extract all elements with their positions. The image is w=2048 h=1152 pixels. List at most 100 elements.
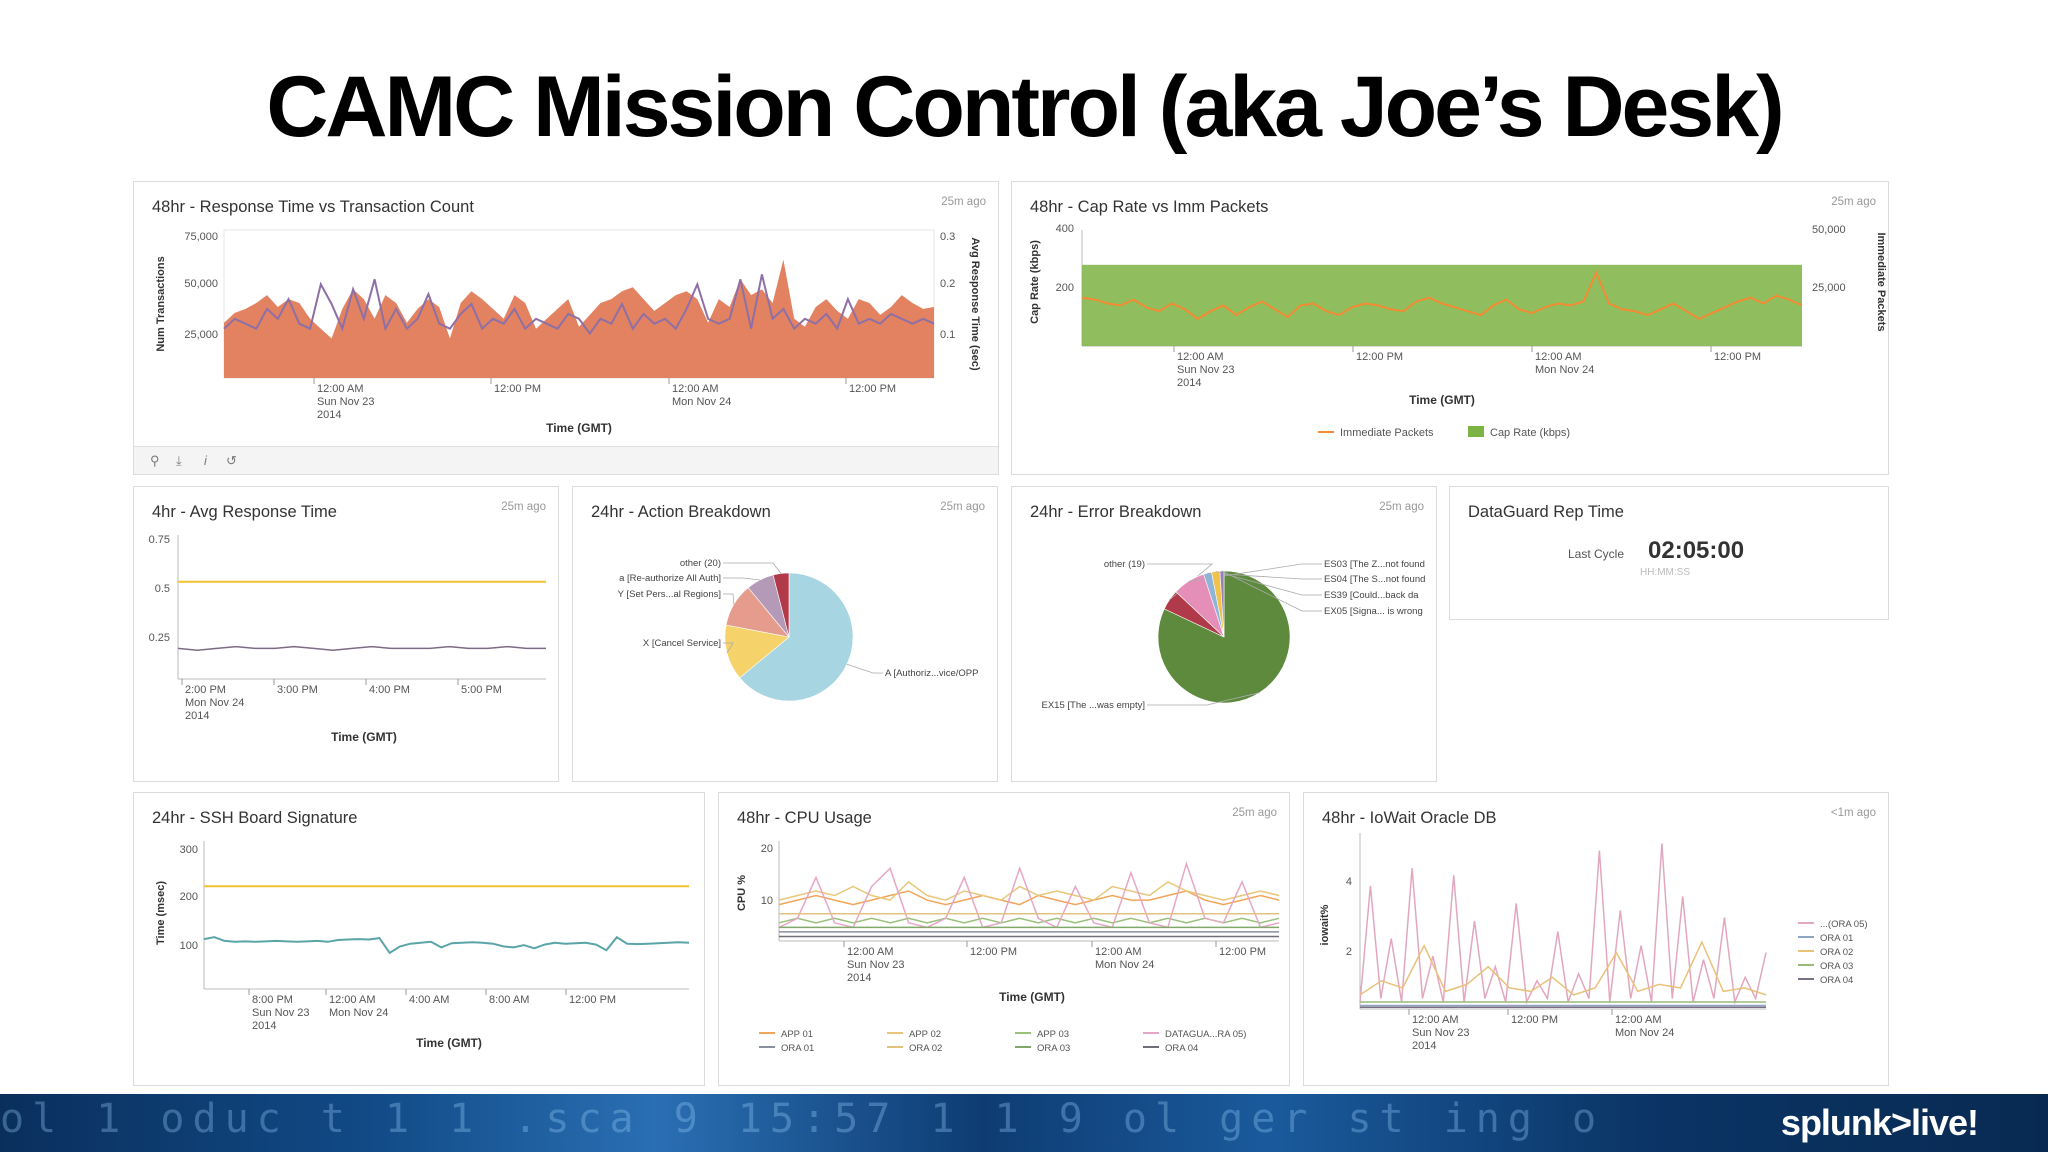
search-icon[interactable]: ⚲ [150, 453, 160, 468]
panel-error-breakdown: 24hr - Error Breakdown 25m ago EX15 [The… [1011, 486, 1437, 782]
x-tick-label: 12:00 AM [847, 946, 893, 958]
panel-title: 48hr - Response Time vs Transaction Coun… [152, 198, 474, 216]
panel-age: <1m ago [1830, 807, 1876, 819]
series-immediate-packets [1081, 269, 1803, 321]
series-cpu [778, 917, 1280, 924]
x-tick-label: Sun Nov 23 [317, 396, 374, 408]
panel-age: 25m ago [501, 501, 546, 513]
x-tick-label: 12:00 PM [1219, 946, 1266, 958]
panel-cap-rate: 48hr - Cap Rate vs Imm Packets 25m ago 4… [1011, 181, 1889, 475]
y-tick-label: 10 [761, 895, 773, 907]
legend-label: ORA 03 [1037, 1043, 1070, 1054]
y-tick-label: 0.25 [149, 632, 170, 644]
series-cpu [778, 880, 1280, 901]
y-tick-label: 0.5 [155, 583, 170, 595]
x-tick-label: 12:00 PM [849, 383, 896, 395]
legend-label: DATAGUA...RA 05) [1165, 1029, 1246, 1040]
x-tick-label: Mon Nov 24 [1535, 364, 1594, 376]
legend-label: APP 02 [909, 1029, 941, 1040]
y-axis-title: CPU % [736, 875, 748, 911]
y-tick-label: 300 [180, 844, 198, 856]
x-tick-label: 2014 [317, 409, 341, 421]
pie-label: a [Re-authorize All Auth] [619, 573, 721, 584]
y-axis-title: Time (msec) [155, 881, 167, 945]
legend-label: ORA 02 [1820, 947, 1853, 958]
pie-leader-line [1147, 692, 1260, 706]
pie-label: A [Authoriz...vice/OPP [885, 668, 978, 679]
legend-label: ORA 01 [1820, 933, 1853, 944]
panel-action-breakdown: 24hr - Action Breakdown 25m ago A [Autho… [572, 486, 998, 782]
pie-label: EX05 [Signa... is wrong [1324, 606, 1423, 617]
legend-label: ORA 03 [1820, 961, 1853, 972]
x-tick-label: 4:00 AM [409, 994, 449, 1006]
pie-label: ES03 [The Z...not found [1324, 559, 1425, 570]
splunk-live-logo: splunk>live! [1780, 1102, 1979, 1143]
series-cpu [778, 861, 1280, 929]
pie-leader-line [723, 577, 760, 581]
x-tick-label: 5:00 PM [461, 684, 502, 696]
pie-leader-line [846, 663, 883, 674]
footer-band: ol 1 oduc t 1 1 .sca 9 15:57 1 1 9 ol ge… [0, 1094, 2048, 1152]
x-tick-label: 12:00 AM [1412, 1014, 1458, 1026]
last-cycle-label: Last Cycle [1568, 547, 1625, 561]
x-axis-title: Time (GMT) [999, 990, 1065, 1004]
series-iowait [1359, 940, 1767, 996]
x-axis-title: Time (GMT) [546, 421, 612, 435]
panel-avg-response-time: 4hr - Avg Response Time 25m ago 0.75 0.5 0… [133, 486, 559, 782]
x-tick-label: 12:00 AM [1535, 351, 1581, 363]
panel-title: 48hr - CPU Usage [737, 809, 872, 827]
series-cpu [778, 890, 1280, 906]
pie-leader-line [1207, 572, 1322, 580]
y-tick-label: 25,000 [184, 329, 218, 341]
panel-title: 24hr - SSH Board Signature [152, 809, 358, 827]
y-tick-label: 4 [1346, 876, 1352, 888]
panel-age: 25m ago [940, 501, 985, 513]
x-tick-label: 12:00 PM [970, 946, 1017, 958]
panel-title: DataGuard Rep Time [1468, 503, 1624, 521]
y-tick-label: 50,000 [1812, 224, 1846, 236]
info-icon[interactable]: i [204, 453, 207, 468]
pie-label: EX15 [The ...was empty] [1042, 700, 1146, 711]
x-axis-title: Time (GMT) [1409, 393, 1475, 407]
panel-title: 24hr - Error Breakdown [1030, 503, 1202, 521]
y-tick-label: 75,000 [184, 231, 218, 243]
x-tick-label: 2:00 PM [185, 684, 226, 696]
x-tick-label: 2014 [1412, 1040, 1436, 1052]
y2-axis-title: Immediate Packets [1875, 232, 1887, 331]
y-axis-title: Cap Rate (kbps) [1029, 240, 1041, 324]
y-tick-label: 400 [1056, 223, 1074, 235]
panel-age: 25m ago [1379, 501, 1424, 513]
x-tick-label: Mon Nov 24 [1615, 1027, 1674, 1039]
x-axis-title: Time (GMT) [331, 730, 397, 744]
slide-title: CAMC Mission Control (aka Joe’s Desk) [266, 59, 1784, 155]
time-format-hint: HH:MM:SS [1640, 567, 1690, 578]
x-tick-label: 12:00 AM [1615, 1014, 1661, 1026]
legend-label: ORA 02 [909, 1043, 942, 1054]
panel-title: 24hr - Action Breakdown [591, 503, 771, 521]
refresh-icon[interactable]: ↺ [226, 453, 237, 468]
x-axis-title: Time (GMT) [416, 1036, 482, 1050]
legend-label: Cap Rate (kbps) [1490, 427, 1570, 439]
chart-action-breakdown: A [Authoriz...vice/OPP X [Cancel Service]… [618, 558, 978, 702]
x-tick-label: 12:00 AM [1095, 946, 1141, 958]
legend-swatch-cap-rate [1468, 426, 1484, 437]
legend-label: ...(ORA 05) [1820, 919, 1868, 930]
x-tick-label: Sun Nov 23 [847, 959, 904, 971]
pie-label: X [Cancel Service] [643, 638, 721, 649]
series-signature [203, 935, 690, 955]
y2-axis-title: Avg Response Time (sec) [969, 237, 981, 371]
x-tick-label: 2014 [252, 1020, 276, 1032]
pie-leader-line [1221, 570, 1322, 612]
pie-leader-line [723, 562, 782, 574]
panel-ssh-signature: 24hr - SSH Board Signature 300 200 100 8:00… [133, 792, 705, 1086]
x-tick-label: 12:00 AM [672, 383, 718, 395]
x-tick-label: 2014 [1177, 377, 1201, 389]
x-tick-label: 12:00 PM [494, 383, 541, 395]
x-tick-label: 12:00 PM [569, 994, 616, 1006]
download-icon[interactable]: ⤓ [176, 453, 182, 468]
